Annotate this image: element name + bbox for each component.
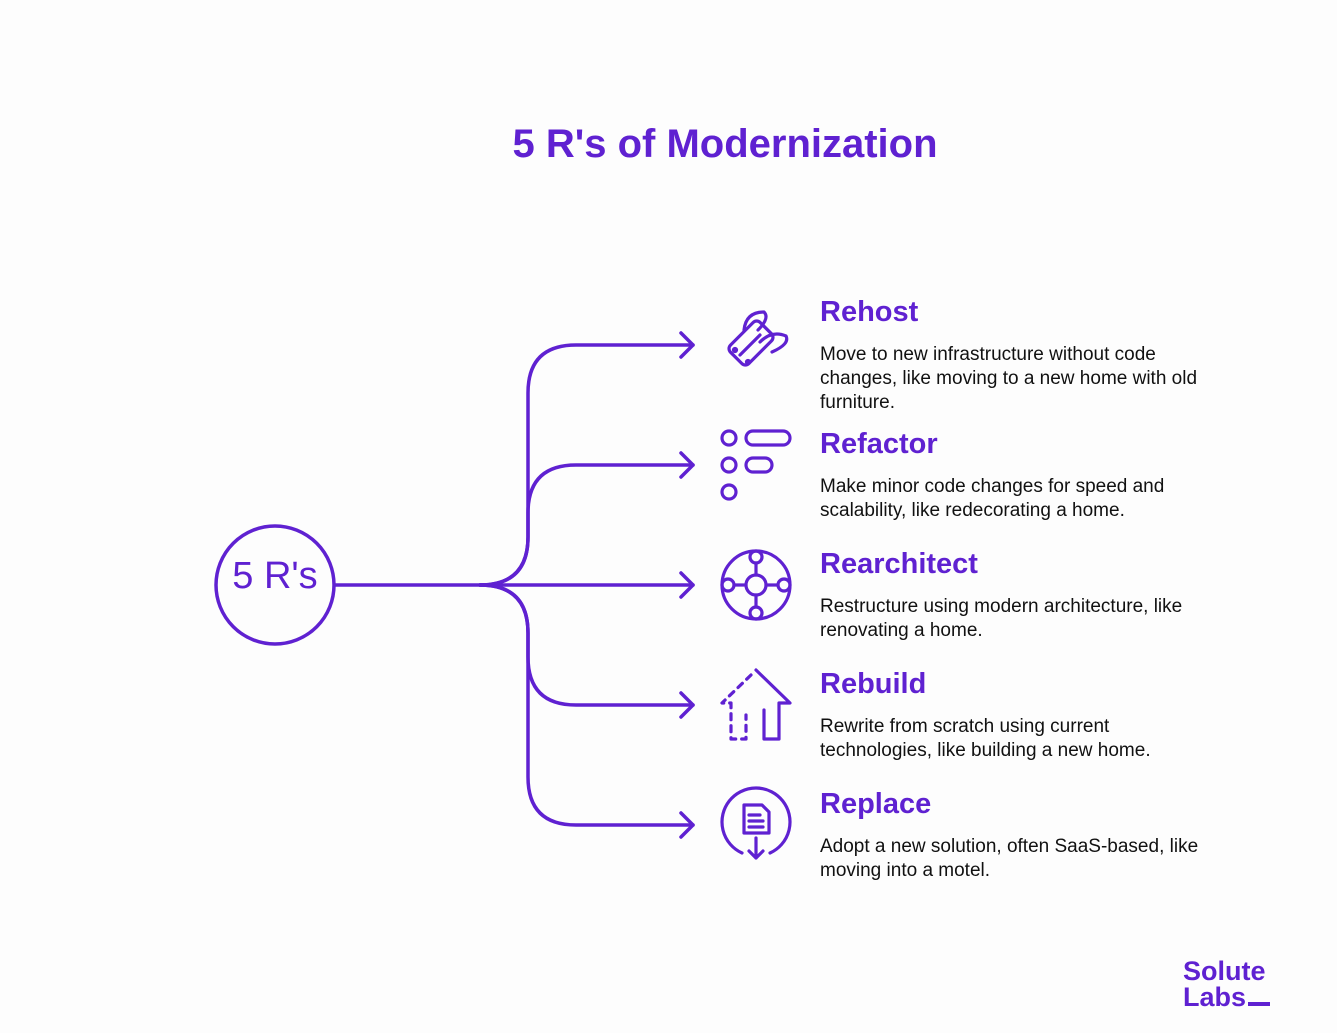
- item-rehost: Rehost Move to new infrastructure withou…: [820, 295, 1220, 415]
- house-build-icon: [720, 668, 792, 741]
- item-description: Restructure using modern architecture, l…: [820, 596, 1183, 641]
- logo-line1: Solute: [1183, 956, 1266, 986]
- logo-underscore: [1248, 1002, 1271, 1006]
- item-description: Make minor code changes for speed and sc…: [820, 476, 1165, 521]
- network-hub-icon: [720, 549, 792, 621]
- item-rearchitect: Rearchitect Restructure using modern arc…: [820, 547, 1220, 643]
- item-heading: Rebuild: [820, 668, 927, 700]
- item-replace: Replace Adopt a new solution, often SaaS…: [820, 787, 1220, 883]
- branch-refactor: [478, 463, 695, 587]
- item-description: Rewrite from scratch using current techn…: [820, 716, 1151, 761]
- branch-rebuild: [478, 583, 695, 707]
- document-download-icon: [720, 786, 792, 860]
- flying-server-icon: [727, 310, 789, 367]
- item-heading: Refactor: [820, 428, 938, 460]
- logo-line2: Labs: [1183, 982, 1247, 1012]
- diagram-title: 5 R's of Modernization: [512, 122, 938, 166]
- arrowheads: [679, 331, 695, 839]
- item-heading: Rearchitect: [820, 548, 978, 580]
- center-label: 5 R's: [232, 555, 318, 597]
- item-rebuild: Rebuild Rewrite from scratch using curre…: [820, 667, 1220, 763]
- brand-logo: Solute Labs: [1183, 956, 1271, 1012]
- branch-replace: [478, 583, 695, 827]
- list-icon: [720, 429, 792, 501]
- item-description: Move to new infrastructure without code …: [820, 344, 1198, 413]
- item-heading: Replace: [820, 788, 932, 820]
- item-refactor: Refactor Make minor code changes for spe…: [820, 427, 1220, 523]
- item-heading: Rehost: [820, 296, 919, 328]
- item-description: Adopt a new solution, often SaaS-based, …: [820, 836, 1199, 881]
